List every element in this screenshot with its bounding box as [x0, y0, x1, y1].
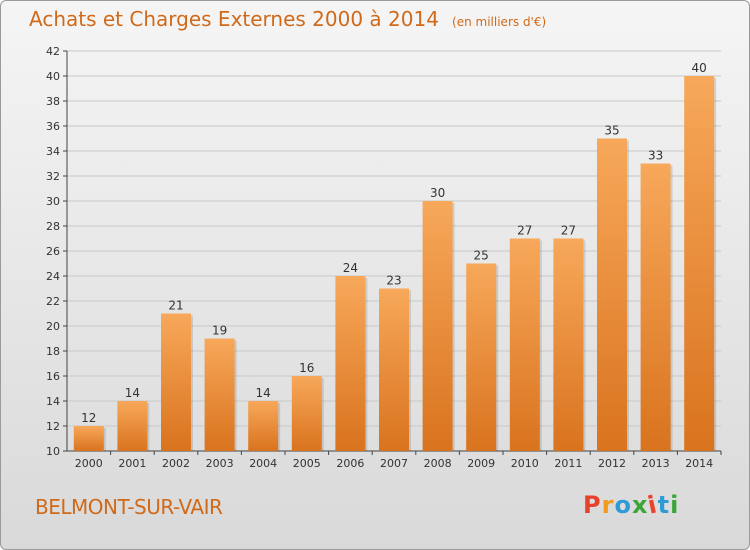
value-label: 14 [256, 386, 271, 400]
bar-2009 [466, 263, 497, 451]
y-tick-label: 42 [46, 45, 60, 58]
bar-2007 [379, 288, 409, 451]
x-tick-label: 2012 [598, 457, 626, 470]
x-tick-label: 2002 [162, 457, 190, 470]
value-label: 27 [561, 224, 576, 238]
x-tick-label: 2009 [467, 457, 495, 470]
y-tick-label: 22 [46, 295, 60, 308]
x-tick-label: 2007 [380, 457, 408, 470]
y-tick-label: 14 [46, 395, 60, 408]
value-label: 35 [604, 124, 619, 138]
bar-2001 [117, 401, 148, 451]
value-label: 40 [692, 61, 707, 75]
y-tick-label: 24 [46, 270, 60, 283]
x-tick-label: 2006 [336, 457, 364, 470]
y-tick-label: 40 [46, 70, 60, 83]
bar-layer [73, 76, 717, 451]
y-tick-label: 38 [46, 95, 60, 108]
y-tick-label: 12 [46, 420, 60, 433]
y-tick-label: 26 [46, 245, 60, 258]
title-row: Achats et Charges Externes 2000 à 2014 (… [29, 7, 546, 31]
value-label: 30 [430, 186, 445, 200]
y-tick-label: 18 [46, 345, 60, 358]
bar-2013 [640, 163, 671, 451]
value-label: 25 [474, 249, 489, 263]
y-tick-label: 10 [46, 445, 60, 458]
value-label: 24 [343, 261, 358, 275]
logo-letter: x [631, 491, 649, 519]
bar-2011 [553, 238, 584, 451]
bar-2006 [335, 276, 366, 451]
x-tick-label: 2011 [554, 457, 582, 470]
x-tick-label: 2013 [642, 457, 670, 470]
x-tick-label: 2005 [293, 457, 321, 470]
logo-letter: P [583, 491, 602, 519]
bar-2008 [422, 201, 453, 451]
bar-2014 [684, 76, 715, 451]
x-tick-label: 2000 [75, 457, 103, 470]
value-label: 19 [212, 324, 227, 338]
x-tick-label: 2004 [249, 457, 277, 470]
logo-letter: i [670, 491, 680, 519]
logo-letter: o [614, 491, 632, 519]
bar-2012 [597, 138, 627, 451]
proxiti-logo[interactable]: Proxiti [583, 490, 680, 519]
y-tick-label: 30 [46, 195, 60, 208]
y-tick-label: 16 [46, 370, 60, 383]
x-tick-label: 2014 [685, 457, 713, 470]
value-label: 33 [648, 149, 663, 163]
value-label: 27 [517, 224, 532, 238]
chart-title: Achats et Charges Externes 2000 à 2014 [29, 7, 439, 31]
y-tick-label: 36 [46, 120, 60, 133]
y-tick-label: 20 [46, 320, 60, 333]
bar-2005 [291, 376, 322, 451]
bar-2010 [509, 238, 540, 451]
logo-letter: t [657, 491, 671, 519]
bar-2003 [204, 338, 235, 451]
x-tick-label: 2003 [206, 457, 234, 470]
chart-subtitle: (en milliers d'€) [452, 15, 547, 29]
commune-name: BELMONT-SUR-VAIR [35, 495, 223, 519]
x-tick-label: 2001 [118, 457, 146, 470]
logo-letter: r [601, 491, 615, 519]
bar-2000 [73, 426, 104, 451]
y-tick-label: 34 [46, 145, 60, 158]
value-label: 16 [299, 361, 314, 375]
value-label: 12 [81, 411, 96, 425]
y-tick-label: 32 [46, 170, 60, 183]
value-label: 23 [386, 274, 401, 288]
label-layer: 12 2000 14 2001 21 2002 19 2003 14 2004 16 2005 24 20… [75, 61, 713, 470]
y-tick-label: 28 [46, 220, 60, 233]
value-label: 14 [125, 386, 140, 400]
x-tick-label: 2010 [511, 457, 539, 470]
bar-2004 [248, 401, 279, 451]
bar-2002 [161, 313, 191, 451]
value-label: 21 [168, 299, 183, 313]
x-tick-label: 2008 [424, 457, 452, 470]
